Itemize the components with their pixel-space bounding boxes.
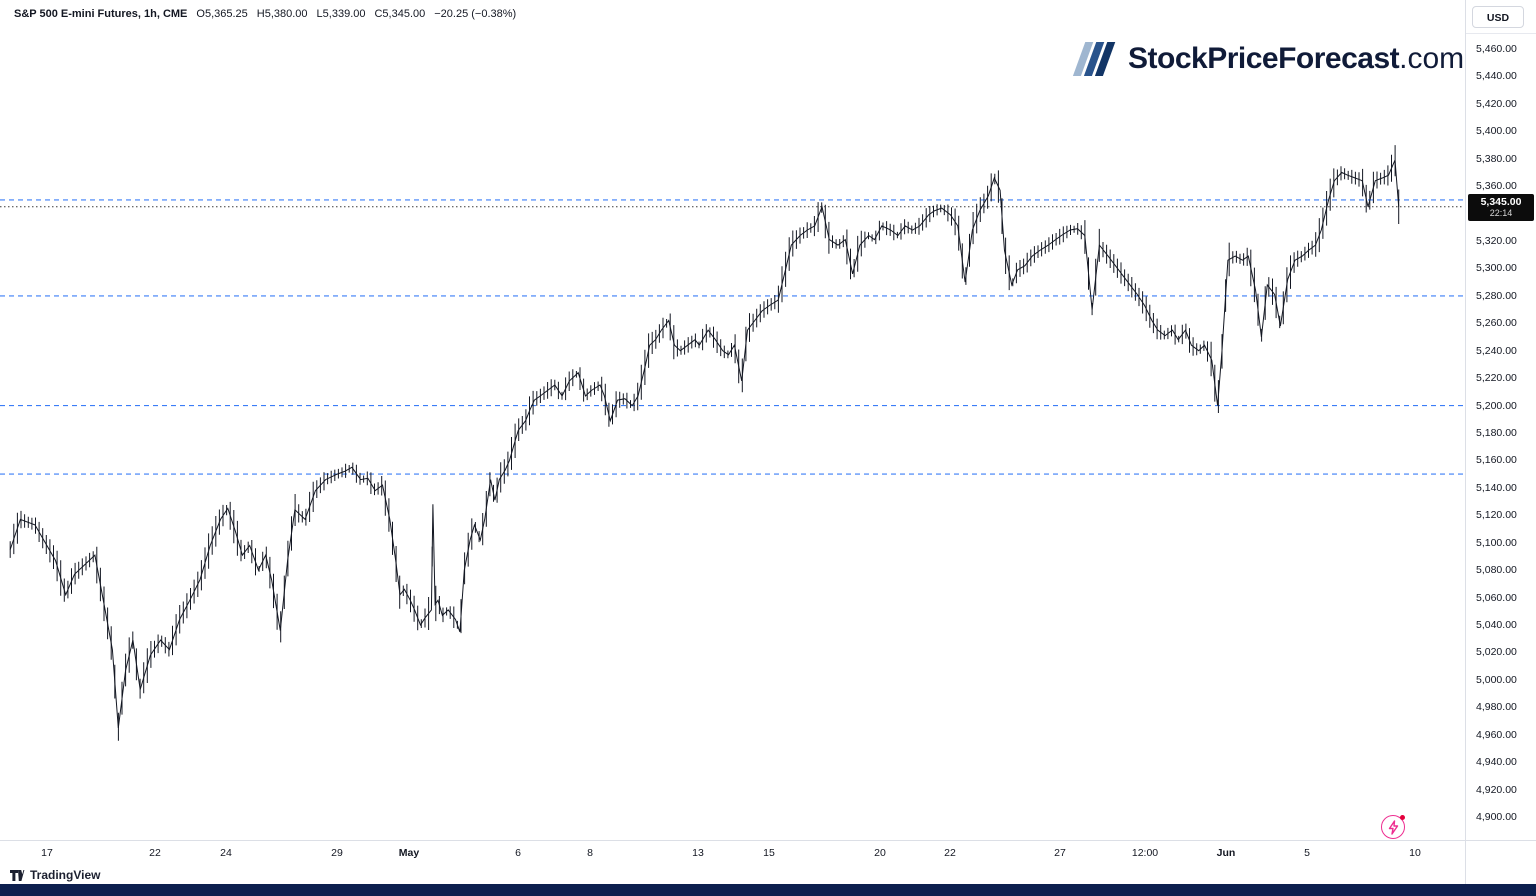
price-tick: 5,020.00: [1476, 646, 1517, 658]
tradingview-brand-text: TradingView: [30, 868, 101, 882]
price-tick: 5,380.00: [1476, 153, 1517, 165]
price-tick: 4,920.00: [1476, 784, 1517, 796]
price-tick: 5,220.00: [1476, 372, 1517, 384]
price-tick: 5,120.00: [1476, 509, 1517, 521]
time-axis[interactable]: 17 22 24 29 May 6 8 13 15 20 22 27 12:00 Jun 5 10: [0, 840, 1465, 887]
price-tick: 5,200.00: [1476, 400, 1517, 412]
chart-legend: S&P 500 E-mini Futures, 1h, CME O5,365.2…: [14, 8, 516, 20]
chart-plot-area[interactable]: [0, 0, 1465, 840]
ohlc-high: H5,380.00: [256, 8, 308, 20]
brand-suffix: .com: [1399, 42, 1465, 75]
currency-button[interactable]: USD: [1472, 6, 1524, 28]
brand-wordmark: StockPriceForecast.com: [1128, 42, 1464, 76]
time-tick: 22: [149, 847, 161, 859]
price-tick: 4,900.00: [1476, 811, 1517, 823]
price-tick: 5,000.00: [1476, 674, 1517, 686]
price-tick: 5,060.00: [1476, 592, 1517, 604]
bottom-brand-strip: [0, 884, 1536, 896]
bar-countdown: 22:14: [1489, 208, 1513, 218]
price-axis[interactable]: USD 5,460.00 5,440.00 5,420.00 5,400.00 5,38…: [1465, 0, 1536, 840]
axis-corner: [1465, 840, 1536, 887]
triple-slash-icon: [1072, 42, 1116, 76]
price-tick: 5,400.00: [1476, 125, 1517, 137]
time-tick: 6: [515, 847, 521, 859]
time-tick: 12:00: [1131, 847, 1159, 859]
time-tick: 20: [874, 847, 886, 859]
time-tick: 22: [944, 847, 956, 859]
time-tick: 27: [1054, 847, 1066, 859]
axis-header-separator: [1466, 33, 1536, 34]
time-tick: 10: [1409, 847, 1421, 859]
price-tick: 5,320.00: [1476, 235, 1517, 247]
time-tick: 17: [41, 847, 53, 859]
time-tick: 13: [692, 847, 704, 859]
last-price-badge: 5,345.00 22:14: [1468, 194, 1534, 221]
price-tick: 5,280.00: [1476, 290, 1517, 302]
price-tick: 5,160.00: [1476, 454, 1517, 466]
price-chart-canvas[interactable]: [0, 0, 1465, 840]
symbol-title: S&P 500 E-mini Futures, 1h, CME: [14, 8, 188, 20]
ohlc-low: L5,339.00: [316, 8, 366, 20]
price-tick: 4,960.00: [1476, 729, 1517, 741]
time-tick: 5: [1304, 847, 1310, 859]
price-tick: 5,100.00: [1476, 537, 1517, 549]
time-tick: May: [398, 847, 420, 859]
brand-main: StockPriceForecast: [1128, 42, 1400, 75]
tradingview-logo-icon: [10, 869, 25, 881]
price-tick: 5,440.00: [1476, 70, 1517, 82]
price-tick: 4,940.00: [1476, 756, 1517, 768]
price-tick: 5,080.00: [1476, 564, 1517, 576]
change-value: −20.25 (−0.38%): [434, 8, 517, 20]
price-tick: 5,240.00: [1476, 345, 1517, 357]
price-tick: 5,140.00: [1476, 482, 1517, 494]
time-tick: 15: [763, 847, 775, 859]
time-tick: 8: [587, 847, 593, 859]
price-tick: 5,300.00: [1476, 262, 1517, 274]
price-tick: 5,040.00: [1476, 619, 1517, 631]
price-tick: 5,360.00: [1476, 180, 1517, 192]
time-tick: 24: [220, 847, 232, 859]
time-tick: Jun: [1216, 847, 1236, 859]
price-tick: 5,460.00: [1476, 43, 1517, 55]
price-tick: 5,420.00: [1476, 98, 1517, 110]
price-tick: 5,180.00: [1476, 427, 1517, 439]
price-tick: 5,260.00: [1476, 317, 1517, 329]
ohlc-close: C5,345.00: [374, 8, 426, 20]
flash-indicator-button[interactable]: [1381, 815, 1405, 839]
lightning-icon: [1388, 819, 1398, 835]
price-tick: 4,980.00: [1476, 701, 1517, 713]
ohlc-open: O5,365.25: [196, 8, 248, 20]
last-price-value: 5,345.00: [1480, 196, 1522, 208]
brand-watermark: StockPriceForecast.com: [1072, 40, 1464, 78]
notification-dot: [1400, 815, 1405, 820]
tradingview-attribution-link[interactable]: TradingView: [10, 868, 100, 882]
time-tick: 29: [331, 847, 343, 859]
